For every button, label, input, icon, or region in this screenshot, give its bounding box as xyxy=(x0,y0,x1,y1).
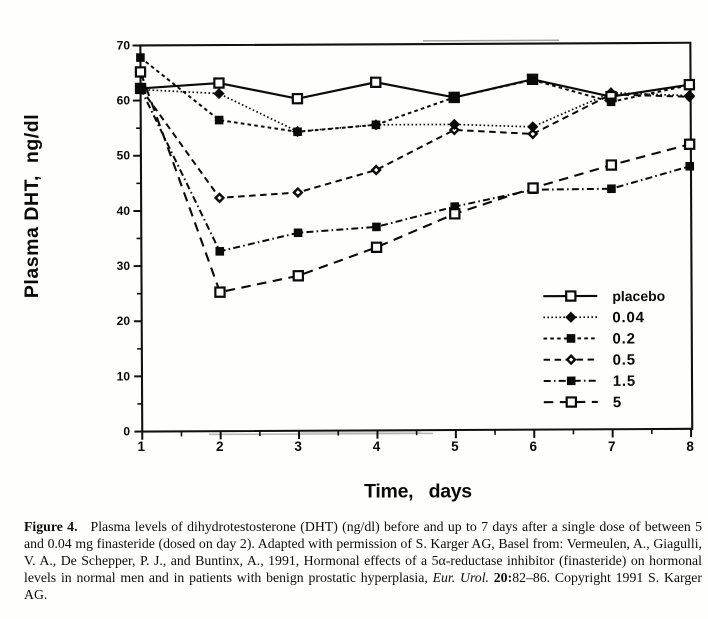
svg-text:6: 6 xyxy=(530,439,538,454)
svg-text:10: 10 xyxy=(117,369,131,383)
svg-text:placebo: placebo xyxy=(612,288,665,304)
svg-text:5: 5 xyxy=(451,439,459,454)
svg-text:20: 20 xyxy=(117,314,131,328)
svg-text:0.2: 0.2 xyxy=(612,330,635,347)
svg-text:Plasma DHT, ng/dl: Plasma DHT, ng/dl xyxy=(21,114,43,298)
svg-text:40: 40 xyxy=(117,204,131,218)
svg-text:7: 7 xyxy=(608,439,616,454)
svg-text:1.5: 1.5 xyxy=(613,373,636,390)
svg-text:70: 70 xyxy=(117,38,131,52)
svg-text:0.5: 0.5 xyxy=(613,352,636,369)
svg-text:5: 5 xyxy=(613,394,622,411)
svg-text:30: 30 xyxy=(117,259,131,273)
svg-text:0: 0 xyxy=(123,425,130,439)
svg-text:3: 3 xyxy=(294,439,302,454)
svg-text:1: 1 xyxy=(138,439,146,454)
svg-text:4: 4 xyxy=(373,439,381,454)
svg-text:50: 50 xyxy=(117,149,131,163)
svg-text:Time, days: Time, days xyxy=(364,480,472,502)
svg-text:2: 2 xyxy=(216,439,224,454)
svg-text:0.04: 0.04 xyxy=(612,309,644,326)
svg-text:60: 60 xyxy=(117,94,131,108)
svg-text:8: 8 xyxy=(686,439,694,454)
